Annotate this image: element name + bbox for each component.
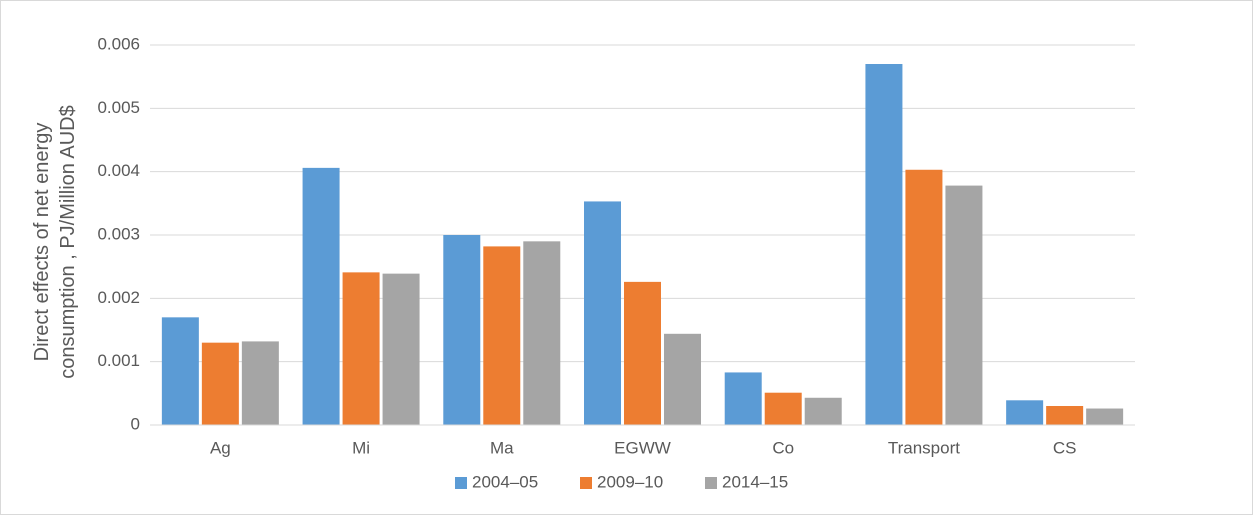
bar: [945, 185, 983, 425]
x-tick-label: Co: [772, 438, 794, 457]
y-tick-label: 0.003: [97, 224, 140, 243]
bar: [764, 392, 802, 425]
bar: [302, 167, 340, 425]
bar: [1086, 408, 1124, 425]
bar: [1046, 406, 1084, 425]
bar: [624, 281, 661, 425]
bar: [161, 317, 199, 425]
bar: [483, 246, 521, 425]
y-tick-label: 0.004: [97, 161, 140, 180]
legend-swatch: [455, 477, 467, 489]
bar: [443, 235, 481, 425]
legend-swatch: [580, 477, 592, 489]
bar: [201, 342, 239, 425]
y-tick-label: 0.001: [97, 351, 140, 370]
bar: [724, 372, 762, 425]
x-tick-label: Ag: [210, 438, 231, 457]
bar: [382, 273, 420, 425]
bar: [584, 201, 621, 425]
bar: [804, 397, 842, 425]
y-tick-label: 0.005: [97, 98, 140, 117]
y-tick-label: 0.002: [97, 288, 140, 307]
x-tick-label: Ma: [490, 438, 514, 457]
x-tick-label: Transport: [888, 438, 960, 457]
bar: [241, 341, 279, 425]
y-axis-label: Direct effects of net energy consumption…: [31, 105, 79, 379]
bar: [865, 64, 903, 425]
legend-label: 2004–05: [472, 472, 538, 491]
legend-label: 2014–15: [722, 472, 788, 491]
bar: [342, 272, 380, 425]
bar: [1006, 400, 1044, 425]
legend-swatch: [705, 477, 717, 489]
legend-label: 2009–10: [597, 472, 663, 491]
y-tick-label: 0.006: [97, 34, 140, 53]
x-tick-label: Mi: [352, 438, 370, 457]
x-tick-label: CS: [1053, 438, 1077, 457]
y-tick-label: 0: [131, 414, 140, 433]
bar: [664, 333, 701, 425]
x-tick-label: EGWW: [614, 438, 671, 457]
bar: [523, 241, 561, 425]
bar: [905, 169, 943, 425]
